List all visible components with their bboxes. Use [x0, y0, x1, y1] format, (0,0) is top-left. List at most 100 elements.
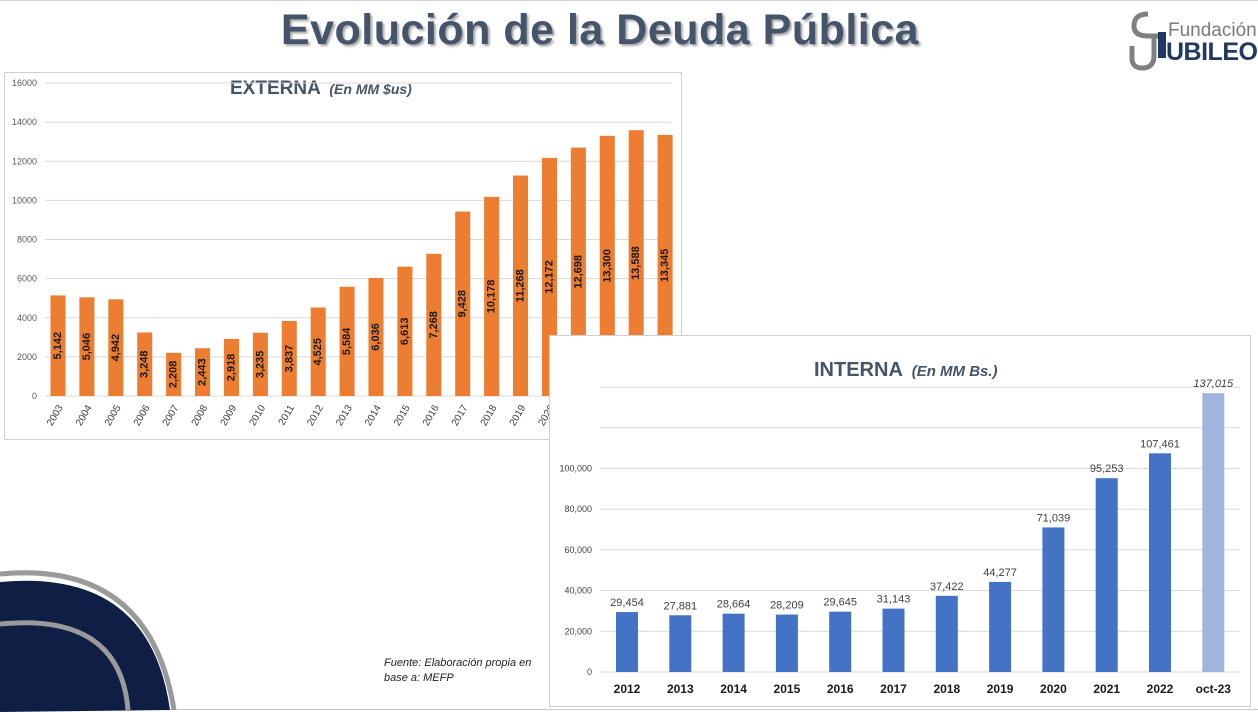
chart-deuda-externa: EXTERNA (En MM $us) 0 2000 4000 6000 8000 100…: [4, 72, 682, 440]
externa-y-tick-label: 2000: [17, 352, 37, 362]
externa-bar: [657, 134, 673, 396]
externa-bar: [397, 266, 413, 396]
externa-y-tick-label: 4000: [17, 313, 37, 323]
externa-x-tick-label: 2007: [161, 403, 182, 428]
externa-bar: [455, 211, 471, 396]
externa-data-label: 2,443: [197, 358, 209, 386]
externa-data-label: 6,036: [370, 323, 382, 351]
externa-data-label: 3,837: [283, 345, 295, 373]
logo-line2: UBILEO: [1166, 38, 1258, 66]
externa-data-label: 9,428: [457, 290, 469, 318]
interna-data-label: 37,422: [930, 581, 964, 593]
externa-x-tick-label: 2009: [219, 403, 240, 428]
externa-y-tick-label: 16000: [12, 78, 37, 88]
externa-bar: [166, 352, 182, 396]
interna-data-label: 28,209: [770, 600, 804, 612]
interna-x-tick-label: 2012: [614, 682, 641, 696]
logo-j-icon: [1129, 11, 1166, 71]
interna-bar: [669, 615, 692, 672]
interna-bar: [1202, 393, 1225, 672]
externa-y-tick-label: 14000: [12, 117, 37, 127]
interna-x-tick-label: 2017: [880, 682, 907, 696]
externa-bar: [570, 147, 586, 396]
interna-chart-title: INTERNA (En MM Bs.): [814, 359, 998, 381]
externa-y-tick-label: 0: [32, 391, 37, 401]
interna-bar: [829, 611, 852, 672]
externa-bar: [108, 299, 124, 396]
interna-y-tick-label: 40,000: [564, 586, 592, 596]
externa-data-label: 7,268: [428, 311, 440, 339]
interna-x-tick-label: 2019: [987, 682, 1014, 696]
externa-y-tick-label: 8000: [17, 235, 37, 245]
interna-x-tick-label: 2018: [933, 682, 960, 696]
interna-bar: [775, 614, 798, 672]
externa-data-label: 3,248: [139, 350, 151, 378]
externa-x-tick-label: 2012: [305, 403, 326, 428]
externa-data-label: 11,268: [515, 269, 527, 302]
interna-x-tick-label: 2021: [1093, 682, 1120, 696]
interna-data-label: 137,015: [1193, 378, 1234, 390]
externa-x-tick-label: 2017: [450, 403, 471, 428]
externa-x-tick-label: 2019: [508, 403, 529, 428]
interna-bar: [935, 595, 958, 672]
interna-bar: [1095, 478, 1118, 672]
externa-x-tick-label: 2013: [334, 403, 355, 428]
externa-x-tick-label: 2018: [479, 403, 500, 428]
interna-x-tick-label: 2020: [1040, 682, 1067, 696]
interna-y-tick-label: 80,000: [564, 504, 592, 514]
interna-data-label: 28,664: [717, 599, 751, 611]
externa-y-tick-label: 6000: [17, 274, 37, 284]
externa-data-label: 5,046: [81, 333, 93, 361]
interna-data-label: 29,454: [610, 597, 644, 609]
externa-data-label: 12,172: [543, 260, 555, 294]
externa-bar: [339, 286, 355, 396]
externa-x-tick-label: 2003: [45, 403, 66, 428]
interna-chart-svg: INTERNA (En MM Bs.) 0 20,000 40,000 60,000 8…: [559, 359, 1240, 696]
decorative-arcs: [0, 570, 177, 712]
externa-bar: [426, 253, 442, 396]
externa-y-tick-label: 12000: [12, 156, 37, 166]
interna-data-label: 95,253: [1090, 463, 1124, 475]
externa-data-label: 5,584: [341, 327, 353, 355]
externa-data-label: 2,918: [225, 354, 237, 382]
externa-data-label: 13,300: [601, 249, 613, 283]
externa-bar: [484, 196, 500, 396]
top-border: [0, 0, 1258, 1]
externa-x-tick-label: 2016: [421, 403, 442, 428]
externa-x-tick-label: 2004: [74, 403, 95, 428]
externa-bar: [368, 277, 384, 396]
bottom-border: [0, 709, 1258, 710]
interna-bar: [616, 612, 638, 672]
externa-bar: [223, 338, 239, 396]
externa-bar: [281, 320, 297, 396]
externa-data-label: 3,235: [254, 351, 266, 379]
logo-line1: Fundación: [1168, 20, 1257, 41]
externa-x-tick-label: 2006: [132, 403, 153, 428]
externa-bar: [628, 130, 644, 396]
externa-bar: [513, 175, 529, 396]
interna-x-tick-label: 2014: [720, 682, 747, 696]
externa-bar: [310, 307, 326, 396]
interna-bar: [882, 608, 905, 672]
interna-data-label: 29,645: [823, 597, 857, 609]
externa-bar: [79, 297, 95, 396]
interna-data-label: 31,143: [877, 594, 911, 606]
externa-bar: [137, 332, 153, 396]
interna-data-label: 71,039: [1037, 512, 1071, 524]
externa-data-label: 6,613: [399, 318, 411, 346]
externa-data-label: 10,178: [486, 280, 498, 314]
externa-data-label: 4,942: [110, 334, 122, 362]
chart-deuda-interna: INTERNA (En MM Bs.) 0 20,000 40,000 60,000 8…: [549, 335, 1251, 707]
interna-data-label: 107,461: [1140, 438, 1180, 450]
externa-bar: [195, 348, 211, 396]
interna-x-tick-label: 2015: [774, 682, 801, 696]
interna-x-tick-label: 2013: [667, 682, 694, 696]
interna-x-tick-label: 2016: [827, 682, 854, 696]
externa-data-label: 13,345: [659, 249, 671, 283]
interna-y-tick-label: 100,000: [559, 464, 592, 474]
externa-data-label: 12,698: [572, 255, 584, 289]
externa-x-tick-label: 2008: [190, 403, 211, 428]
interna-data-label: 44,277: [983, 567, 1017, 579]
interna-data-label: 27,881: [663, 600, 697, 612]
page-title: Evolución de la Deuda Pública: [280, 6, 920, 54]
